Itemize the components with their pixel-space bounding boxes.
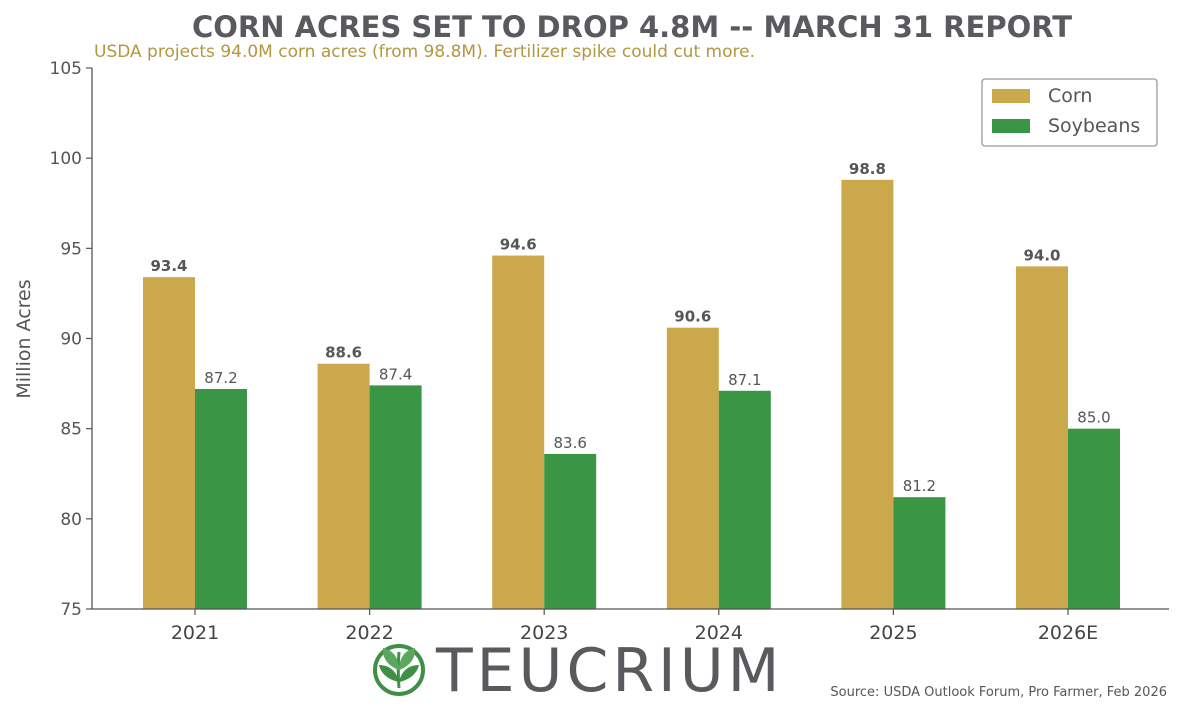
x-tick-label: 2026E [1038, 622, 1098, 644]
y-tick-label: 75 [60, 600, 82, 620]
x-axis: 2021 2022 2023 2024 2025 2026E [171, 609, 1098, 644]
bar-soybeans-2026e [1068, 428, 1120, 609]
y-tick-label: 100 [50, 149, 82, 169]
data-label-corn: 98.8 [849, 160, 886, 178]
legend-swatch-corn [992, 89, 1030, 103]
x-tick-label: 2021 [171, 622, 219, 644]
y-tick-label: 85 [60, 420, 82, 440]
bar-corn-2023 [492, 255, 545, 609]
bar-corn-2024 [666, 327, 719, 609]
data-label-soybeans: 83.6 [553, 434, 586, 452]
x-tick-label: 2025 [869, 622, 917, 644]
bar-soybeans-2023 [544, 453, 597, 609]
x-tick-label: 2024 [695, 622, 743, 644]
bar-soybeans-2024 [718, 390, 771, 609]
legend-label-soybeans: Soybeans [1048, 115, 1140, 137]
data-label-soybeans: 87.2 [204, 369, 237, 387]
data-label-corn: 94.0 [1023, 246, 1060, 264]
brand-wordmark: TEUCRIUM [435, 636, 783, 706]
data-label-corn: 90.6 [674, 308, 711, 326]
bar-soybeans-2025 [893, 497, 946, 609]
source-note: Source: USDA Outlook Forum, Pro Farmer, … [830, 685, 1167, 700]
bar-corn-2022 [317, 363, 370, 609]
data-label-soybeans: 81.2 [903, 477, 936, 495]
chart-subtitle: USDA projects 94.0M corn acres (from 98.… [94, 42, 755, 62]
legend: Corn Soybeans [981, 78, 1158, 147]
data-label-corn: 88.6 [325, 344, 362, 362]
data-label-corn: 93.4 [150, 257, 187, 275]
x-tick-label: 2023 [520, 622, 568, 644]
y-tick-label: 95 [60, 239, 82, 259]
x-tick-label: 2022 [345, 622, 393, 644]
bar-corn-2021 [143, 277, 195, 609]
y-tick-label: 105 [50, 59, 82, 79]
data-label-corn: 94.6 [500, 236, 537, 254]
bar-soybeans-2022 [369, 385, 422, 609]
bar-corn-2026e [1016, 266, 1068, 609]
y-axis: 75 80 85 90 95 100 105 [50, 59, 92, 620]
data-label-soybeans: 85.0 [1077, 409, 1110, 427]
bar-corn-2025 [841, 179, 894, 609]
data-label-soybeans: 87.1 [728, 371, 761, 389]
y-axis-label: Million Acres [13, 279, 35, 398]
y-tick-label: 80 [60, 510, 82, 530]
leaf-sprout-icon [373, 644, 425, 696]
y-tick-label: 90 [60, 330, 82, 350]
bar-soybeans-2021 [195, 388, 247, 609]
teucrium-logo: TEUCRIUM [373, 636, 783, 706]
legend-swatch-soybeans [992, 119, 1030, 133]
legend-label-corn: Corn [1048, 85, 1092, 107]
data-label-soybeans: 87.4 [379, 365, 412, 383]
chart-title: CORN ACRES SET TO DROP 4.8M -- MARCH 31 … [192, 10, 1072, 44]
bars-layer: 93.4 87.2 88.6 87.4 94.6 83.6 90.6 87.1 98.8 81.2… [143, 160, 1120, 609]
